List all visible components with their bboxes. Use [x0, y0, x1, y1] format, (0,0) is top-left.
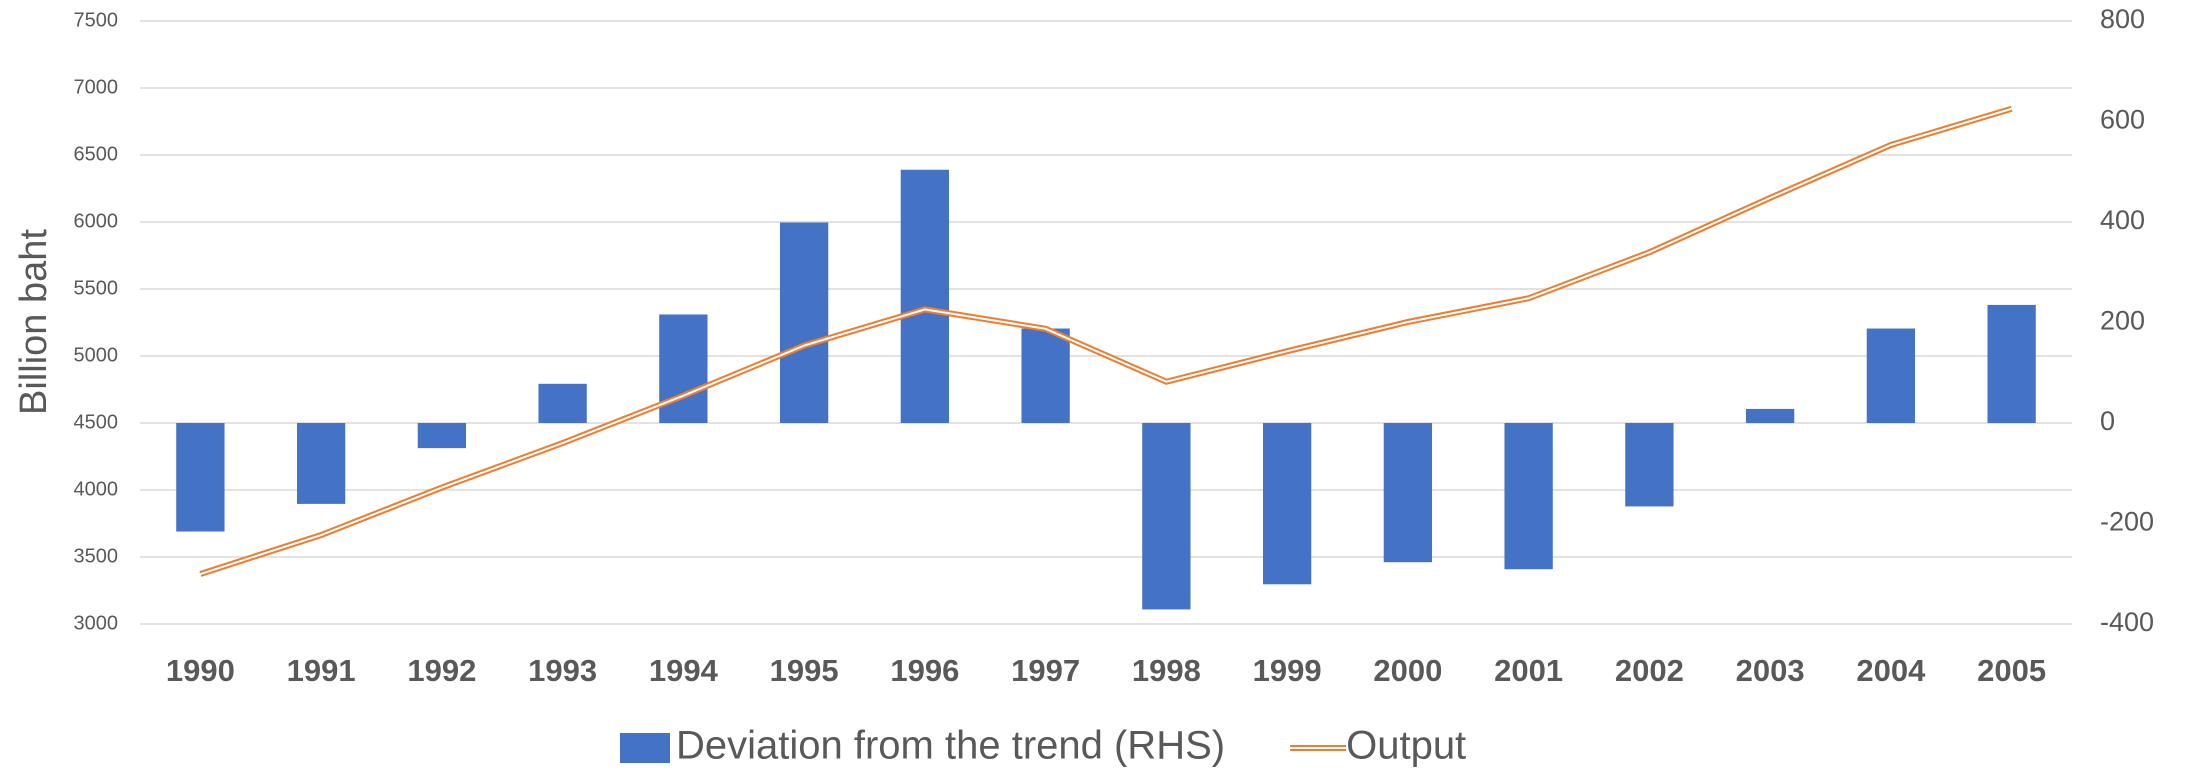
x-tick-label: 1993: [528, 653, 597, 688]
bar: [1987, 304, 2036, 423]
bar: [417, 423, 467, 449]
bar: [779, 222, 829, 423]
legend-label: Deviation from the trend (RHS): [676, 724, 1225, 768]
y-tick-label: 7000: [74, 76, 119, 98]
x-tick-label: 1996: [890, 653, 959, 688]
bar: [1262, 423, 1312, 585]
y2-tick-label: -400: [2100, 607, 2154, 637]
x-tick-label: 1991: [287, 653, 356, 688]
y2-tick-label: 600: [2100, 105, 2145, 135]
legend-swatch: [620, 733, 670, 763]
y-axis-label: Billion baht: [13, 229, 55, 415]
y2-tick-label: 400: [2100, 205, 2145, 235]
line-inner: [200, 107, 2012, 575]
y2-tick-label: 0: [2100, 406, 2115, 436]
y-tick-label: 4000: [74, 478, 119, 500]
x-tick-label: 1990: [166, 653, 235, 688]
y2-tick-label: -200: [2100, 507, 2154, 537]
x-tick-label: 1995: [770, 653, 839, 688]
y-tick-label: 5000: [74, 344, 119, 366]
x-tick-label: 1992: [407, 653, 476, 688]
bar: [1383, 423, 1433, 563]
bar: [296, 423, 346, 504]
x-tick-label: 1998: [1132, 653, 1201, 688]
y-tick-label: 4500: [74, 411, 119, 433]
x-tick-label: 1994: [649, 653, 719, 688]
bar: [176, 423, 225, 532]
x-tick-label: 1997: [1011, 653, 1080, 688]
y-tick-label: 6500: [74, 143, 119, 165]
y2-tick-label: 200: [2100, 306, 2145, 336]
bar: [1866, 328, 1916, 423]
y-tick-label: 6000: [74, 210, 119, 232]
bar: [1745, 408, 1795, 423]
legend-label: Output: [1346, 724, 1466, 768]
bar: [659, 314, 708, 423]
bar: [1504, 423, 1553, 570]
bar: [1021, 328, 1070, 423]
bar: [1142, 423, 1191, 610]
y-tick-label: 5500: [74, 277, 119, 299]
x-tick-label: 2002: [1615, 653, 1684, 688]
y-tick-label: 7500: [74, 9, 119, 31]
bar: [900, 169, 950, 423]
line: [199, 105, 2013, 577]
x-tick-label: 1999: [1253, 653, 1322, 688]
x-tick-label: 2000: [1373, 653, 1442, 688]
bar: [1625, 423, 1674, 507]
bar: [538, 383, 587, 423]
y-tick-label: 3000: [74, 612, 119, 634]
x-tick-label: 2003: [1736, 653, 1805, 688]
y2-tick-label: 800: [2100, 4, 2145, 34]
x-tick-label: 2001: [1494, 653, 1563, 688]
x-tick-label: 2005: [1977, 653, 2046, 688]
y-tick-label: 3500: [74, 545, 119, 567]
x-tick-label: 2004: [1856, 653, 1926, 688]
